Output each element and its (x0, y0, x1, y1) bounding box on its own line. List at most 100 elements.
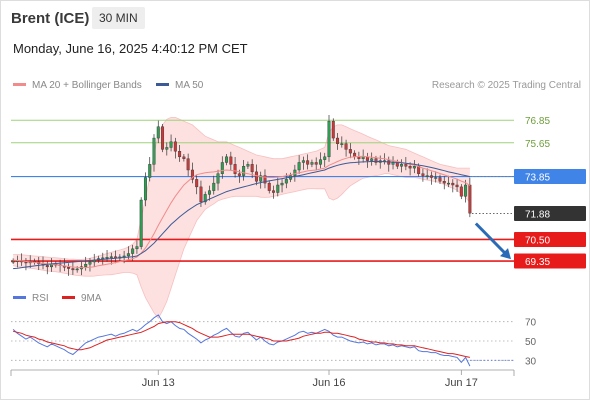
projection-arrow-head (500, 248, 511, 260)
level-label-5: 69.35 (525, 257, 550, 268)
candle-body (182, 156, 186, 159)
candle-body (71, 268, 75, 271)
candle-body (75, 268, 79, 271)
candle-body (336, 137, 340, 144)
candle-body (447, 182, 451, 185)
candle-body (84, 264, 88, 267)
candle-body (438, 177, 442, 182)
candle-body (250, 164, 254, 173)
datetime-label: Monday, June 16, 2025 4:40:12 PM CET (13, 41, 248, 56)
candle-body (208, 190, 211, 195)
candle-body (212, 182, 216, 191)
timeframe-button[interactable]: 30 MIN (92, 7, 145, 29)
level-label-3: 71.88 (525, 210, 550, 221)
legend-rsi: RSI (13, 293, 49, 304)
legend-bollinger-swatch (13, 82, 26, 86)
candle-body (165, 147, 169, 150)
candle-body (135, 246, 139, 250)
candle-body (169, 141, 173, 148)
candle-body (88, 261, 92, 265)
candle-body (263, 175, 267, 184)
candle-body (109, 256, 113, 258)
legend-ma50: MA 50 (156, 80, 203, 91)
candle-body (459, 186, 463, 197)
level-label-1: 75.65 (525, 139, 550, 150)
candle-body (310, 162, 314, 165)
candle-body (45, 265, 49, 268)
candle-body (348, 149, 352, 154)
candle-body (404, 164, 408, 167)
legend-ma9: 9MA (62, 293, 102, 304)
rsi-ma9-line (12, 321, 471, 358)
x-tick-label-2: Jun 17 (445, 377, 478, 389)
candle-body (323, 156, 327, 160)
candle-body (314, 162, 318, 165)
candle-body (434, 177, 438, 179)
candle-body (421, 173, 425, 176)
bollinger-upper-line (13, 117, 470, 260)
candle-body (254, 171, 258, 182)
candle-body (259, 175, 263, 182)
candle-body (161, 126, 165, 150)
rsi-tick-50: 50 (525, 337, 537, 348)
legend-rsi-swatch (13, 295, 26, 299)
chart-header: Brent (ICE) 30 MIN (0, 0, 588, 36)
candle-body (11, 261, 15, 263)
candle-body (468, 184, 472, 214)
candle-body (267, 182, 271, 191)
candle-body (464, 184, 468, 197)
candle-body (190, 169, 194, 180)
candle-body (425, 175, 429, 177)
candle-body (246, 164, 250, 167)
projection-arrow-shaft (474, 222, 509, 257)
candle-body (306, 160, 310, 165)
candle-body (233, 164, 237, 174)
candle-body (237, 173, 241, 176)
level-label-2: 73.85 (525, 173, 550, 184)
candle-body (173, 141, 177, 152)
candle-body (361, 156, 365, 159)
candle-body (101, 257, 105, 260)
candle-body (455, 184, 459, 188)
rsi-line (12, 314, 471, 367)
candle-body (297, 162, 301, 171)
candle-body (400, 164, 404, 167)
candle-body (143, 177, 147, 201)
candle-body (186, 158, 190, 171)
candle-body (357, 156, 361, 159)
legend-ma50-label: MA 50 (175, 80, 204, 91)
legend-bollinger-label: MA 20 + Bollinger Bands (32, 80, 142, 91)
candle-body (148, 164, 152, 178)
candle-body (272, 190, 275, 193)
candle-body (225, 156, 229, 163)
candle-body (24, 261, 28, 264)
candle-body (216, 173, 220, 184)
candle-body (408, 166, 412, 169)
candle-body (391, 162, 395, 165)
candle-body (370, 158, 374, 161)
candle-body (126, 253, 130, 257)
candle-body (327, 120, 331, 158)
candle-body (122, 255, 126, 258)
candle-body (199, 186, 203, 203)
rsi-tick-70: 70 (525, 318, 537, 329)
candle-body (276, 184, 280, 193)
candle-body (67, 267, 71, 269)
candle-body (340, 143, 344, 145)
candle-body (331, 120, 335, 139)
level-tag-5 (514, 253, 586, 269)
candle-body (152, 137, 156, 165)
level-tag-2 (514, 169, 586, 185)
bollinger-band-fill (13, 117, 470, 319)
level-label-0: 76.85 (525, 116, 550, 127)
candle-body (178, 151, 182, 158)
candle-body (412, 166, 416, 169)
rsi-tick-30: 30 (525, 356, 537, 367)
legend-bollinger: MA 20 + Bollinger Bands (13, 80, 142, 91)
ma50-line (13, 161, 471, 270)
candle-body (293, 169, 297, 176)
legend-ma9-swatch (62, 295, 75, 299)
level-tag-4 (514, 231, 586, 247)
level-label-4: 70.50 (525, 235, 550, 246)
